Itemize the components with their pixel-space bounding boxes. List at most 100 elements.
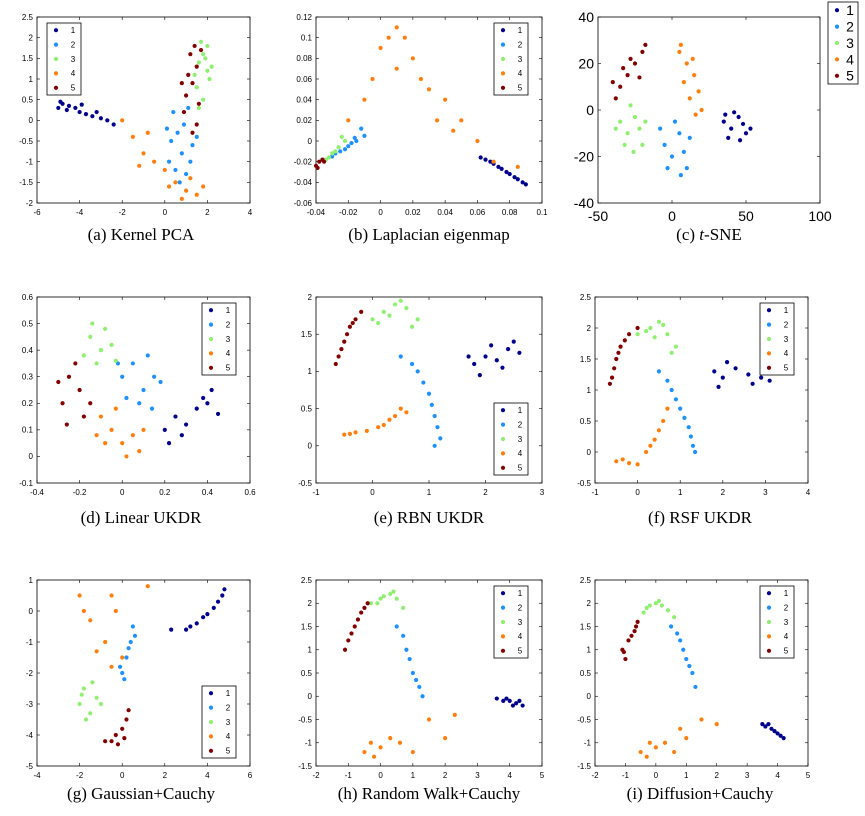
point-series-4: [88, 618, 93, 623]
point-series-1: [73, 105, 78, 111]
point-series-1: [716, 384, 721, 389]
point-series-2: [181, 122, 187, 127]
point-series-3: [330, 151, 335, 156]
point-series-4: [188, 176, 193, 181]
point-series-5: [342, 647, 348, 652]
legend-marker-1: [208, 308, 214, 313]
point-series-4: [626, 461, 632, 466]
y-tick-label: 0: [587, 692, 592, 701]
point-series-4: [662, 740, 668, 745]
y-tick-label: 0: [586, 102, 594, 118]
legend-label-1: 1: [71, 26, 76, 35]
point-series-2: [137, 401, 142, 406]
point-series-3: [207, 76, 212, 82]
legend-label-5: 5: [226, 747, 231, 756]
legend-label-3: 3: [226, 718, 231, 727]
point-series-2: [662, 142, 667, 147]
panel-caption: (a) Kernel PCA: [88, 225, 195, 244]
point-series-2: [401, 633, 406, 638]
x-tick-label: 1: [411, 771, 416, 780]
y-tick-label: -3: [26, 700, 34, 709]
point-series-4: [103, 639, 108, 645]
point-series-2: [188, 159, 193, 164]
point-series-5: [73, 361, 78, 366]
point-series-1: [759, 375, 764, 380]
legend-marker-2: [208, 705, 214, 710]
y-tick-label: -0.5: [577, 715, 591, 724]
legend-marker-3: [500, 436, 506, 442]
point-series-2: [693, 449, 698, 455]
point-series-5: [623, 656, 628, 662]
point-series-2: [675, 631, 680, 636]
y-tick-label: -2: [26, 199, 34, 208]
x-tick-label: -50: [588, 208, 608, 224]
point-series-1: [724, 360, 730, 365]
point-series-1: [83, 112, 89, 117]
point-series-4: [372, 754, 377, 759]
point-series-3: [113, 358, 118, 363]
y-tick-label: -0.06: [294, 199, 313, 208]
point-series-5: [317, 159, 322, 164]
legend-marker-5: [766, 365, 772, 370]
legend-label-3: 3: [846, 35, 854, 51]
y-tick-label: -0.02: [294, 157, 313, 166]
point-series-2: [130, 361, 135, 366]
point-series-5: [190, 81, 195, 86]
point-series-1: [79, 102, 84, 107]
point-series-2: [432, 413, 437, 419]
y-tick-label: 0.08: [296, 54, 312, 63]
point-series-2: [429, 402, 434, 407]
y-tick-label: 0.5: [301, 669, 313, 678]
point-series-4: [714, 722, 719, 727]
point-series-4: [141, 427, 146, 432]
point-series-1: [477, 373, 482, 378]
point-series-1: [737, 138, 743, 143]
y-tick-label: 1: [29, 576, 34, 585]
point-series-4: [452, 712, 457, 717]
legend-marker-5: [500, 85, 506, 90]
point-series-2: [681, 149, 686, 154]
point-series-1: [740, 121, 746, 127]
point-series-2: [359, 126, 364, 131]
legend-label-4: 4: [784, 349, 789, 358]
point-series-4: [699, 717, 704, 722]
point-series-4: [145, 584, 150, 589]
legend-box: [827, 1, 859, 85]
panel-9: -2 -1 0 1 2 3 4 5 -1.5 -1 -0.5 0 0.5 1 1.5 2 2.5 1 2 3 4 5 (i)…: [577, 576, 811, 803]
point-series-5: [181, 109, 187, 115]
point-series-3: [196, 105, 201, 111]
point-series-5: [347, 324, 352, 329]
y-tick-label: -1.5: [577, 762, 591, 771]
point-series-2: [426, 391, 432, 396]
point-series-4: [638, 749, 643, 755]
point-series-2: [682, 415, 687, 420]
point-series-4: [678, 726, 683, 731]
point-series-1: [466, 354, 471, 359]
point-series-2: [678, 638, 683, 643]
legend-label-5: 5: [518, 84, 523, 93]
y-tick-label: 2.5: [580, 293, 592, 302]
y-tick-label: 2: [308, 599, 313, 608]
legend-label-1: 1: [518, 26, 523, 35]
legend-marker-1: [500, 591, 506, 596]
point-series-2: [194, 134, 199, 139]
point-series-3: [401, 605, 406, 611]
point-series-5: [194, 64, 199, 69]
point-series-3: [94, 695, 99, 700]
point-series-3: [336, 145, 341, 150]
point-series-5: [365, 601, 370, 606]
point-series-3: [342, 138, 348, 144]
y-tick-label: 0.12: [296, 13, 312, 22]
point-series-2: [690, 670, 695, 676]
y-tick-label: 0.1: [22, 426, 34, 435]
point-series-1: [511, 339, 516, 344]
x-tick-label: 1: [678, 488, 683, 497]
point-series-3: [409, 324, 415, 329]
point-series-1: [769, 726, 774, 731]
legend: 1 2 3 4 5: [759, 585, 795, 659]
panel-1: -6 -4 -2 0 2 4 -2 -1.5 -1 -0.5 0 0.5 1 1.5 2 2.5 1 2 3 4 5 (a…: [19, 13, 253, 244]
axes-frame: [36, 296, 251, 484]
point-series-1: [179, 433, 184, 438]
panel-4: -0.4 -0.2 0 0.2 0.4 0.6 -0.1 0 0.1 0.2 0.3 0.4 0.5 0.…: [19, 293, 256, 527]
